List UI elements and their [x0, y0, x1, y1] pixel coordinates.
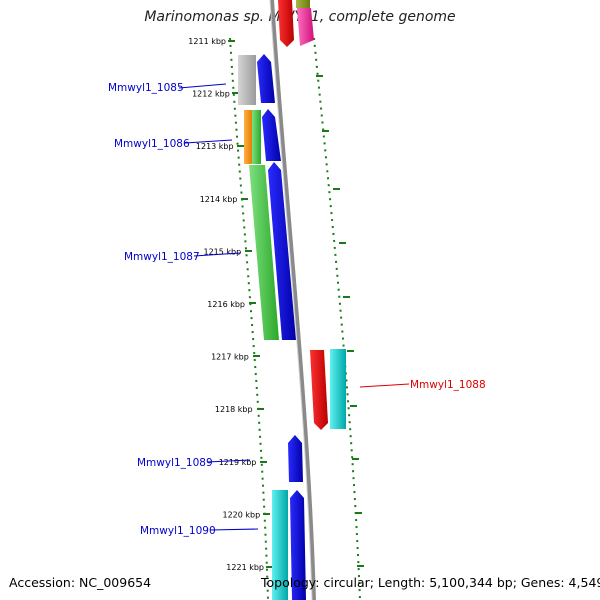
tick-label: 1217 kbp: [211, 353, 249, 362]
gene-label-1086[interactable]: Mmwyl1_1086: [114, 138, 190, 150]
accession-label: Accession: NC_009654: [9, 575, 152, 590]
leader-line-1089: [206, 459, 251, 463]
major-tick: [352, 458, 359, 460]
scale-line-right: [313, 37, 361, 600]
major-tick: [228, 40, 235, 42]
gene-block-1086-orange[interactable]: [244, 110, 253, 164]
gene-arrow-1088[interactable]: [310, 350, 328, 430]
leader-line-1087: [193, 252, 241, 257]
major-tick: [357, 565, 364, 567]
major-tick: [260, 461, 267, 463]
tick-label: 1221 kbp: [226, 563, 264, 572]
major-tick: [339, 242, 346, 244]
gene-arrow-partial[interactable]: [297, 8, 314, 46]
gene-label-1090[interactable]: Mmwyl1_1090: [140, 525, 216, 537]
gene-arrow-1089[interactable]: [288, 435, 303, 482]
gene-arrow-1086[interactable]: [262, 109, 281, 161]
major-tick: [241, 198, 248, 200]
tick-label: 1211 kbp: [188, 37, 226, 46]
gene-arrow-partial[interactable]: [278, 0, 294, 47]
tick-label: 1213 kbp: [196, 142, 234, 151]
leader-line-1086: [184, 139, 233, 144]
major-tick: [232, 92, 239, 94]
gene-arrow-1087[interactable]: [268, 162, 296, 340]
major-tick: [237, 145, 244, 147]
major-tick: [355, 512, 362, 514]
tick-label: 1218 kbp: [215, 405, 253, 414]
gene-block-1090-cyan[interactable]: [272, 490, 288, 600]
major-tick: [266, 566, 273, 568]
scale-line-left: [229, 37, 269, 600]
gene-label-1087[interactable]: Mmwyl1_1087: [124, 251, 200, 263]
tick-label: 1216 kbp: [207, 300, 245, 309]
gene-label-1089[interactable]: Mmwyl1_1089: [137, 457, 213, 469]
gene-leader-lines: [178, 83, 410, 531]
gene-arrow-1085[interactable]: [257, 54, 275, 103]
gene-block-1087-green[interactable]: [249, 165, 279, 340]
gene-block-1086-green[interactable]: [252, 110, 261, 164]
major-tick: [245, 250, 252, 252]
major-tick: [343, 296, 350, 298]
gene-label-1085[interactable]: Mmwyl1_1085: [108, 82, 184, 94]
major-tick: [316, 75, 323, 77]
major-tick: [257, 408, 264, 410]
major-tick: [322, 130, 329, 132]
tick-label: 1215 kbp: [203, 247, 241, 256]
major-tick: [263, 513, 270, 515]
gene-arrow-partial[interactable]: [296, 0, 310, 8]
topology-summary: Topology: circular; Length: 5,100,344 bp…: [261, 575, 600, 590]
tick-label: 1214 kbp: [200, 195, 238, 204]
gene-label-1088[interactable]: Mmwyl1_1088: [410, 379, 486, 391]
scale-tick-labels: 1211 kbp 1212 kbp 1213 kbp 1214 kbp 1215 kbp…: [188, 37, 264, 572]
gene-block-1088-cyan[interactable]: [330, 349, 346, 429]
major-tick: [253, 355, 260, 357]
leader-line-1088: [359, 383, 410, 388]
genome-backbone-outer: [270, 0, 316, 600]
gene-arrow-1090[interactable]: [290, 490, 306, 600]
major-tick: [347, 350, 354, 352]
tick-label: 1212 kbp: [192, 90, 230, 99]
leader-line-1090: [209, 528, 259, 531]
major-tick: [333, 188, 340, 190]
tick-label: 1219 kbp: [219, 458, 257, 467]
genome-backbone-inner: [269, 0, 313, 600]
leader-line-1085: [178, 83, 227, 89]
major-tick-group: [228, 40, 364, 568]
major-tick: [350, 405, 357, 407]
tick-label: 1220 kbp: [222, 510, 260, 519]
major-tick: [249, 302, 256, 304]
gene-block-1085-gray[interactable]: [238, 55, 256, 105]
